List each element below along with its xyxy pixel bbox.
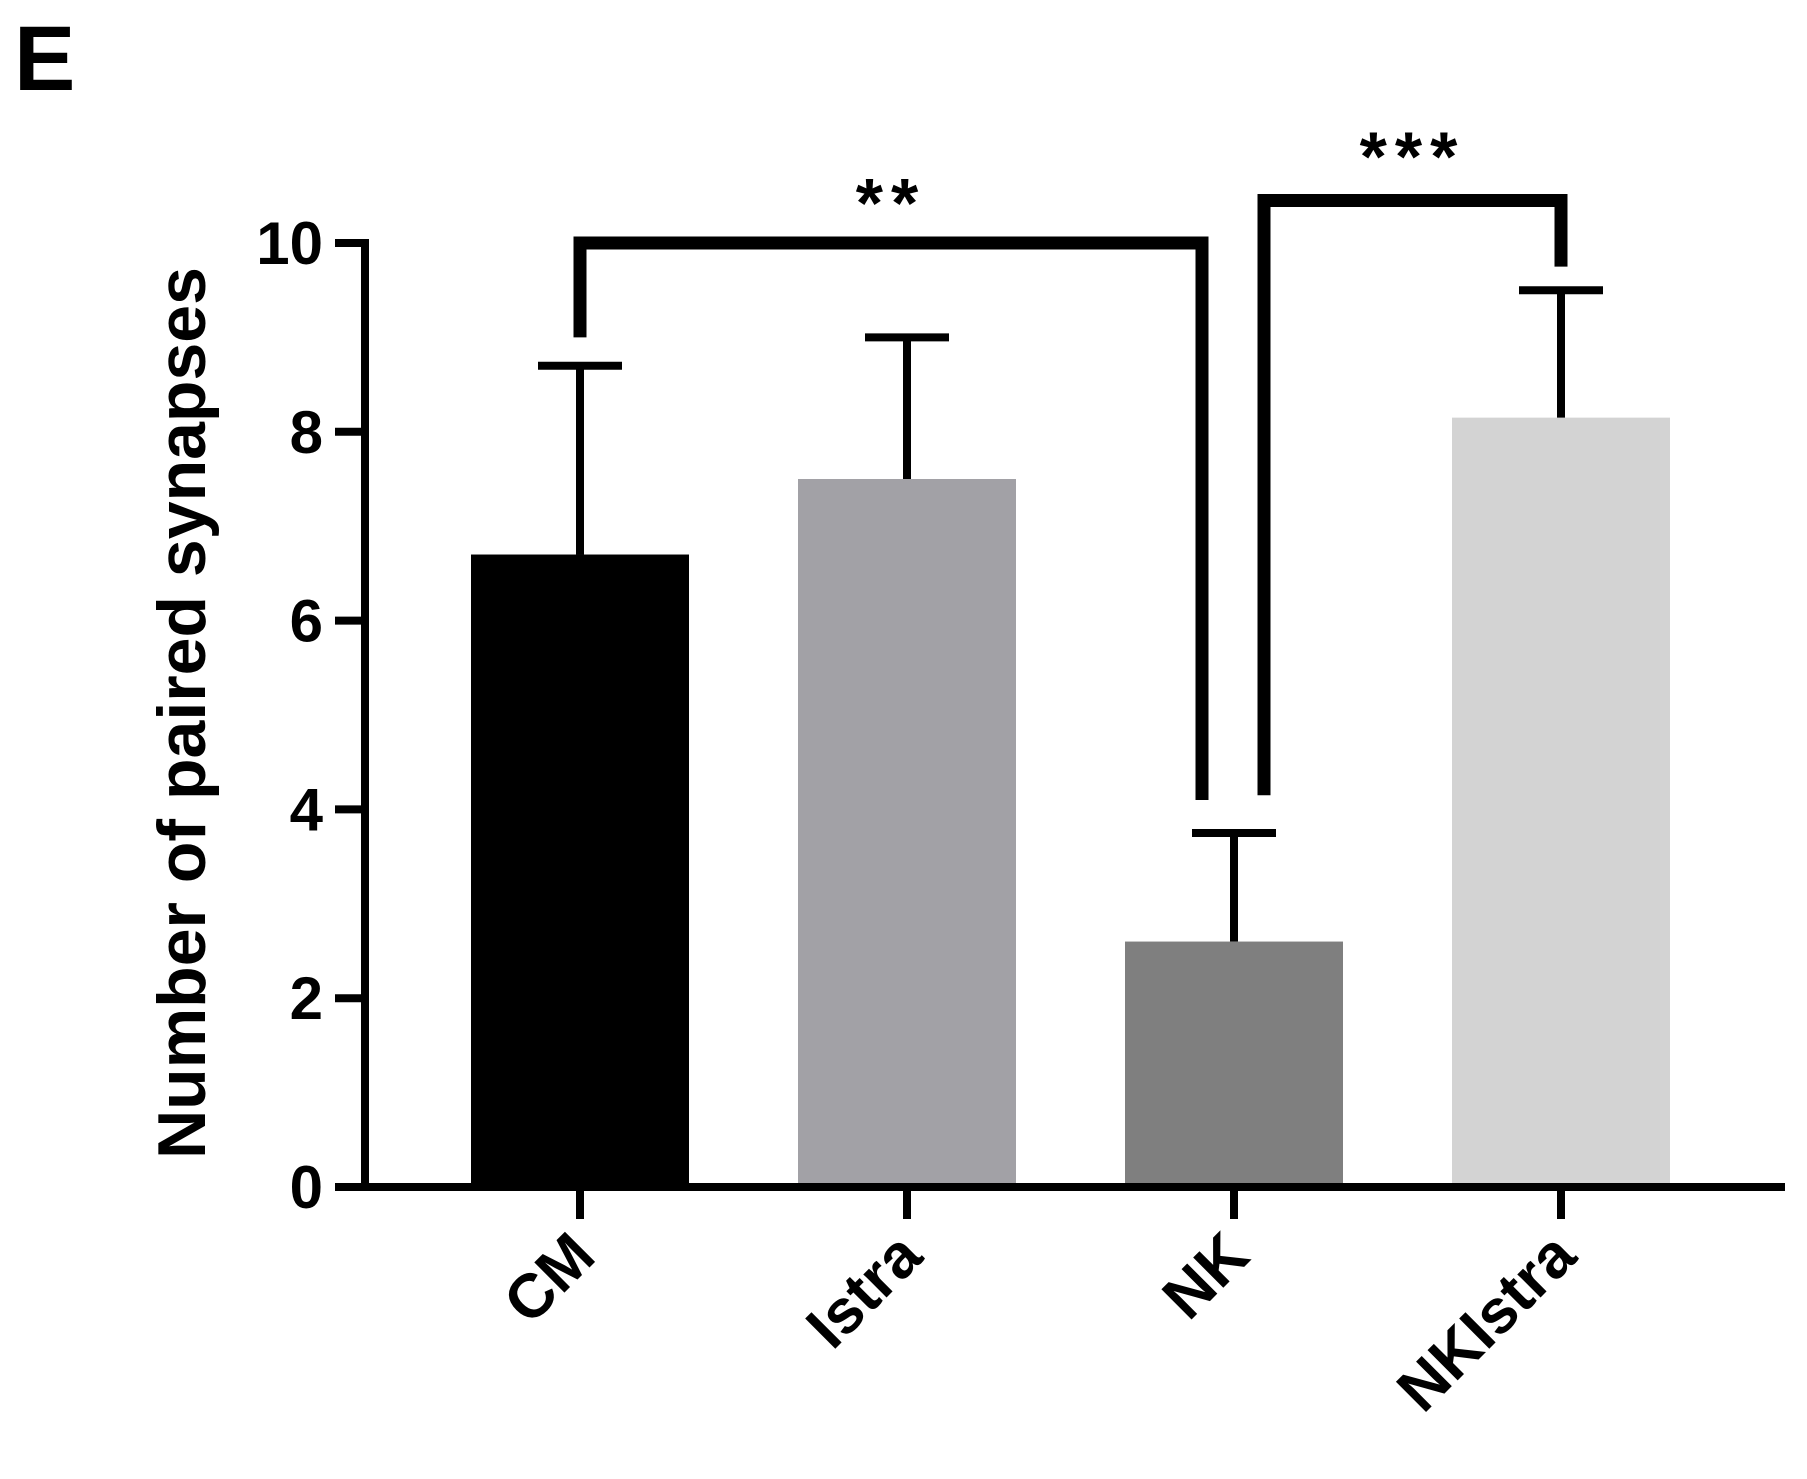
y-tick-label: 4: [290, 776, 324, 843]
x-tick-label-nkistra: NKIstra: [1384, 1220, 1589, 1425]
significance-label: ***: [1360, 118, 1466, 196]
significance-label: **: [856, 164, 926, 242]
x-tick-label-cm: CM: [491, 1220, 608, 1337]
panel-letter: E: [14, 8, 75, 110]
x-tick-label-nk: NK: [1150, 1220, 1262, 1332]
bars-group: [471, 417, 1670, 1187]
y-tick-label: 0: [290, 1154, 323, 1221]
bar-cm: [471, 554, 689, 1187]
bar-nk: [1125, 941, 1343, 1187]
y-tick-label: 8: [290, 399, 323, 466]
y-tick-label: 6: [290, 588, 323, 655]
y-tick-label: 10: [256, 210, 323, 277]
y-tick-label: 2: [290, 965, 323, 1032]
significance-bracket: [1257, 194, 1568, 796]
significance-group: *****: [573, 118, 1568, 800]
x-tick-label-istra: Istra: [794, 1220, 936, 1362]
axes-group: [361, 239, 1785, 1191]
bar-nkistra: [1452, 417, 1670, 1187]
y-axis-title: Number of paired synapses: [144, 267, 220, 1159]
x-labels-group: CM Istra NK NKIstra: [491, 1187, 1589, 1425]
error-bars-group: [538, 286, 1603, 942]
y-ticks-group: 0 2 4 6 8 10: [256, 210, 365, 1221]
bar-istra: [798, 479, 1016, 1187]
significance-bracket: [573, 236, 1209, 800]
